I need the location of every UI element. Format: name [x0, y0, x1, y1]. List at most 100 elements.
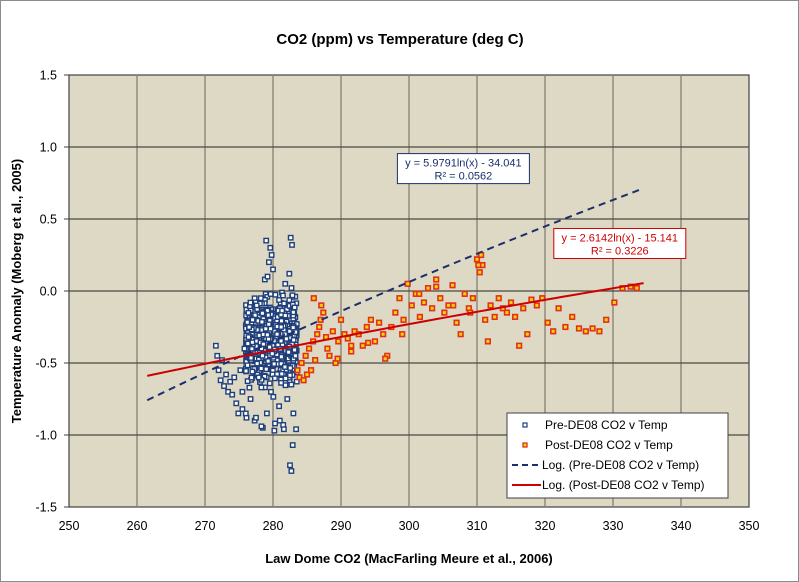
post-point [433, 283, 440, 290]
pre-series-points [212, 234, 300, 474]
post-point [365, 339, 372, 346]
axis-ticks: 250 260 270 280 290 300 310 320 330 340 350 -1.5 -1.… [35, 69, 759, 534]
post-point [473, 256, 481, 263]
pre-point [272, 291, 279, 298]
post-point [476, 269, 483, 276]
chart-title: CO2 (ppm) vs Temperature (deg C) [276, 31, 523, 48]
r-squared-text: R² = 0.0562 [435, 171, 493, 183]
pre-point [287, 365, 294, 371]
pre-point [278, 324, 285, 330]
pre-point [244, 340, 251, 347]
pre-point [280, 292, 286, 299]
pre-point [259, 319, 265, 325]
pre-point [255, 374, 262, 381]
pre-point [282, 364, 288, 370]
post-point [550, 328, 557, 335]
post-point [324, 345, 331, 352]
x-tick-label: 260 [127, 519, 148, 533]
legend-box [506, 412, 729, 499]
x-tick-label: 270 [195, 519, 216, 533]
pre-point [282, 375, 289, 382]
post-point [396, 295, 403, 302]
pre-point [244, 378, 251, 385]
pre-point [279, 307, 286, 314]
legend-post-marker-icon [522, 442, 528, 448]
post-point [408, 302, 415, 309]
pre-point [282, 312, 289, 319]
pre-point [289, 242, 295, 248]
post-point [371, 338, 379, 345]
post-point [520, 305, 527, 312]
post-point [314, 331, 321, 338]
pre-point [270, 266, 276, 273]
pre-point [264, 331, 271, 338]
pre-point [247, 299, 254, 306]
y-tick-label: 1.0 [40, 141, 57, 155]
pre-point [258, 423, 265, 430]
x-tick-label: 290 [331, 519, 352, 533]
trendlines [146, 187, 644, 402]
pre-point [223, 371, 229, 378]
post-point [305, 345, 313, 352]
pre-point [283, 335, 290, 342]
equation-text: y = 2.6142ln(x) - 15.141 [562, 232, 679, 244]
pre-point [253, 302, 260, 309]
post-point [445, 302, 452, 309]
post-point [307, 367, 315, 374]
pre-point [289, 442, 296, 448]
pre-point [271, 361, 278, 367]
post-point [533, 302, 540, 309]
pre-point [254, 360, 261, 367]
equation-box-border [396, 153, 530, 185]
post-point [420, 299, 428, 306]
pre-point [265, 358, 272, 364]
post-point [469, 295, 477, 302]
pre-point [231, 374, 238, 381]
x-tick-label: 310 [467, 519, 488, 533]
pre-point [233, 400, 240, 407]
pre-point [276, 297, 283, 303]
pre-point [248, 374, 255, 381]
pre-point [291, 304, 298, 311]
post-point [582, 328, 589, 335]
y-tick-label: -1.0 [35, 429, 57, 443]
y-tick-label: 0.0 [40, 285, 57, 299]
post-point [404, 280, 411, 287]
post-point [298, 359, 305, 367]
x-tick-label: 340 [671, 519, 692, 533]
post-point [375, 319, 383, 326]
pre-point [239, 388, 246, 395]
post-point [453, 319, 460, 326]
pre-point [227, 378, 234, 385]
legend-pre-marker-icon [522, 422, 528, 428]
y-axis-label: Temperature Anomaly (Moberg et al., 2005… [9, 159, 24, 423]
equation-text: y = 5.9791ln(x) - 34.041 [405, 158, 522, 170]
x-tick-label: 300 [399, 519, 420, 533]
pre-point [259, 352, 266, 359]
post-point [335, 338, 342, 345]
pre-point [281, 300, 287, 307]
post-point [562, 323, 569, 331]
pre-point [259, 310, 266, 317]
pre-point [290, 309, 297, 316]
pre-point [246, 324, 253, 331]
pre-point [248, 355, 254, 361]
pre-point [280, 426, 287, 433]
post-point [303, 371, 311, 378]
pre-point [282, 280, 289, 287]
x-tick-label: 330 [603, 519, 624, 533]
post-point [450, 302, 457, 309]
post-point [312, 357, 319, 364]
legend-label: Pre-DE08 CO2 v Temp [545, 418, 668, 432]
post-point [300, 377, 307, 384]
post-point [392, 309, 399, 316]
post-point [475, 261, 482, 269]
pre-point [239, 406, 246, 412]
pre-point [215, 367, 222, 374]
pre-point [270, 393, 277, 400]
post-point [400, 316, 407, 323]
post-point [380, 331, 387, 338]
post-point [495, 295, 502, 302]
pre-point [217, 377, 224, 384]
